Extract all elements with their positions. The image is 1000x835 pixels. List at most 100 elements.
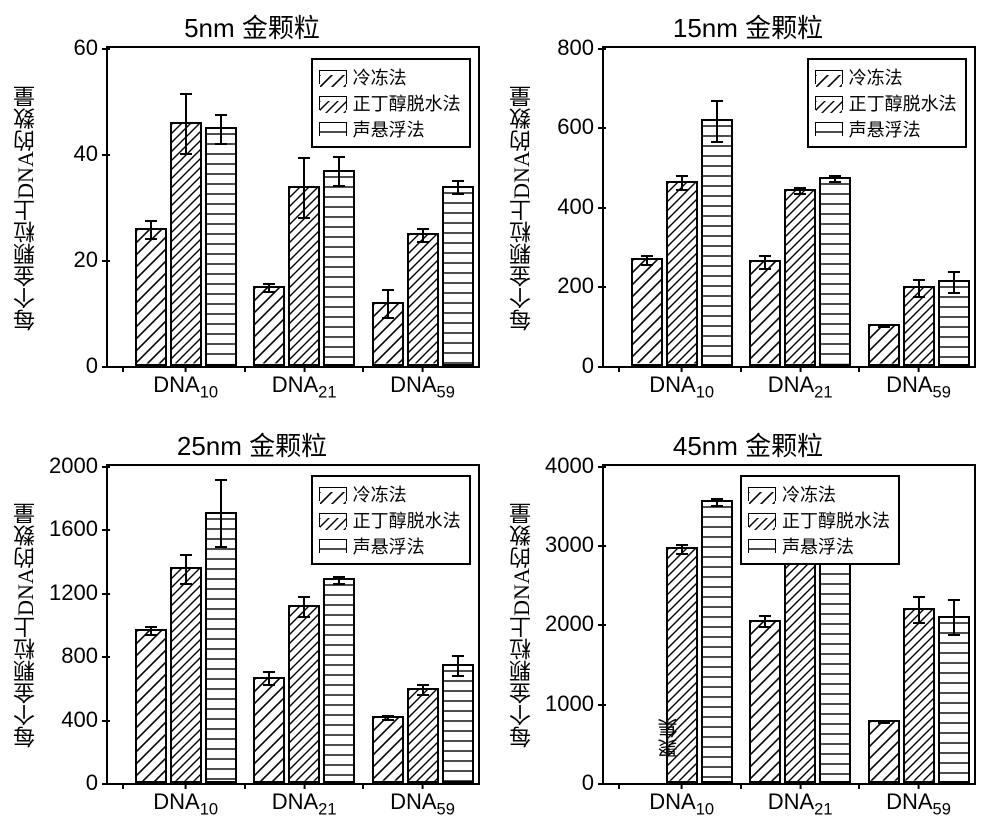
legend-label: 冷冻法 [849, 64, 903, 90]
x-minor-tick [362, 783, 364, 789]
error-bar [387, 715, 389, 721]
bar-butanol [407, 233, 439, 365]
legend-swatch [319, 487, 347, 501]
legend-item: 正丁醇脱水法 [319, 90, 461, 116]
axes-box: 0200400600800DNA10DNA21DNA59冷冻法正丁醇脱水法声悬浮… [602, 46, 976, 368]
error-bar [918, 279, 920, 298]
x-minor-tick [244, 366, 246, 372]
axes-box: 0204060DNA10DNA21DNA59冷冻法正丁醇脱水法声悬浮法 [106, 46, 480, 368]
error-bar [764, 255, 766, 270]
y-tick: 0 [582, 353, 604, 379]
error-bar [220, 479, 222, 548]
error-bar [422, 684, 424, 696]
y-tick: 2000 [49, 453, 108, 479]
y-axis-label: 每个金颗粒上DNA的数量 [506, 85, 538, 331]
legend-label: 正丁醇脱水法 [353, 90, 461, 116]
legend-label: 正丁醇脱水法 [782, 507, 890, 533]
legend-swatch [748, 513, 776, 527]
y-axis-label: 每个金颗粒上DNA的数量 [506, 502, 538, 748]
error-bar [834, 175, 836, 183]
legend-item: 正丁醇脱水法 [319, 507, 461, 533]
bar-sonic [701, 500, 733, 783]
x-minor-tick [618, 783, 620, 789]
x-tick: DNA21 [272, 783, 337, 819]
x-minor-tick [858, 783, 860, 789]
error-bar [764, 615, 766, 627]
annotation-aggregate: 聚集 [655, 718, 684, 758]
legend-swatch [319, 70, 347, 84]
legend-label: 声悬浮法 [353, 116, 425, 142]
error-bar [457, 655, 459, 676]
error-bar [422, 228, 424, 243]
bar-sonic [819, 527, 851, 783]
x-tick: DNA10 [649, 366, 714, 402]
y-tick: 400 [61, 707, 108, 733]
error-bar [185, 93, 187, 155]
y-tick: 600 [557, 114, 604, 140]
y-tick: 200 [557, 273, 604, 299]
legend-item: 声悬浮法 [748, 533, 890, 559]
legend-item: 正丁醇脱水法 [748, 507, 890, 533]
bar-freeze [372, 302, 404, 366]
bar-butanol [784, 189, 816, 366]
error-bar [883, 324, 885, 328]
bar-freeze [372, 716, 404, 783]
error-bar [918, 596, 920, 624]
x-tick: DNA59 [390, 783, 455, 819]
y-tick: 1200 [49, 580, 108, 606]
y-tick: 0 [86, 770, 108, 796]
error-bar [303, 596, 305, 618]
bar-group [135, 48, 237, 366]
error-bar [303, 157, 305, 219]
legend-label: 声悬浮法 [353, 533, 425, 559]
error-bar [681, 175, 683, 191]
legend-swatch [748, 539, 776, 553]
error-bar [953, 271, 955, 294]
x-tick: DNA21 [272, 366, 337, 402]
error-bar [646, 255, 648, 266]
legend: 冷冻法正丁醇脱水法声悬浮法 [311, 475, 471, 565]
x-tick: DNA21 [768, 783, 833, 819]
bar-sonic [323, 578, 355, 783]
x-tick: DNA10 [153, 366, 218, 402]
bar-group [631, 48, 733, 366]
legend-item: 冷冻法 [319, 64, 461, 90]
bar-freeze [135, 629, 167, 783]
bar-freeze [868, 324, 900, 366]
legend-swatch [319, 122, 347, 136]
bar-freeze [868, 720, 900, 783]
error-bar [338, 576, 340, 585]
legend: 冷冻法正丁醇脱水法声悬浮法 [311, 58, 471, 148]
legend-swatch [748, 487, 776, 501]
legend-label: 正丁醇脱水法 [353, 507, 461, 533]
bar-butanol [666, 181, 698, 366]
x-minor-tick [122, 783, 124, 789]
bar-sonic [938, 280, 970, 365]
y-tick: 400 [557, 194, 604, 220]
legend-item: 冷冻法 [815, 64, 957, 90]
bar-freeze [749, 620, 781, 784]
legend-item: 冷冻法 [748, 481, 890, 507]
bar-butanol [170, 122, 202, 365]
x-tick: DNA59 [390, 366, 455, 402]
legend-item: 声悬浮法 [319, 116, 461, 142]
x-tick: DNA59 [886, 783, 951, 819]
y-tick: 60 [74, 35, 108, 61]
panel-p45: 45nm 金颗粒每个金颗粒上DNA的数量01000200030004000DNA… [506, 426, 990, 826]
bar-sonic [442, 664, 474, 783]
bar-sonic [205, 127, 237, 365]
legend-label: 冷冻法 [353, 481, 407, 507]
error-bar [268, 283, 270, 293]
legend-swatch [815, 70, 843, 84]
error-bar [150, 626, 152, 635]
error-bar [883, 720, 885, 724]
x-minor-tick [858, 366, 860, 372]
legend-item: 声悬浮法 [815, 116, 957, 142]
x-tick: DNA10 [649, 783, 714, 819]
bar-freeze [253, 677, 285, 783]
legend-label: 冷冻法 [353, 64, 407, 90]
y-axis-label: 每个金颗粒上DNA的数量 [10, 85, 42, 331]
legend-label: 声悬浮法 [782, 533, 854, 559]
y-tick: 800 [61, 643, 108, 669]
error-bar [716, 100, 718, 143]
